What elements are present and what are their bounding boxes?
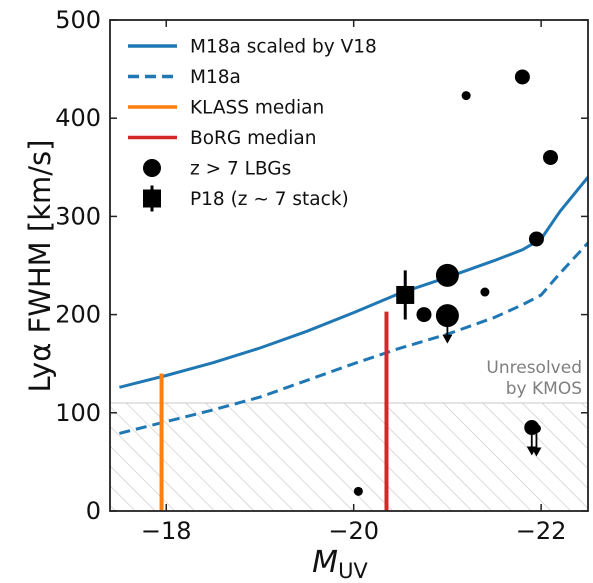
y-tick-label-0: 0 bbox=[86, 497, 101, 525]
lbg-point-3 bbox=[528, 231, 544, 247]
unresolved-hatch bbox=[110, 402, 588, 511]
legend-label-4: z > 7 LBGs bbox=[190, 159, 291, 180]
lbg-point-2 bbox=[543, 149, 559, 165]
median-segments bbox=[159, 311, 389, 511]
unresolved-label-line2: by KMOS bbox=[506, 379, 582, 399]
x-tick-label-0: −18 bbox=[141, 517, 192, 545]
legend-label-2: KLASS median bbox=[190, 98, 324, 119]
lbg-point-10 bbox=[353, 486, 363, 496]
y-tick-label-3: 300 bbox=[55, 202, 101, 230]
upper-limit-arrowhead-7 bbox=[442, 334, 453, 344]
legend-label-5: P18 (z ∼ 7 stack) bbox=[190, 189, 349, 210]
legend-label-0: M18a scaled by V18 bbox=[190, 37, 377, 58]
x-axis-label-main: M bbox=[312, 545, 338, 580]
y-tick-label-1: 100 bbox=[55, 399, 101, 427]
legend: M18a scaled by V18 M18a KLASS median BoRG m… bbox=[128, 37, 377, 212]
x-tick-label-2: −22 bbox=[516, 517, 567, 545]
upper-limit-arrowhead-9 bbox=[531, 447, 542, 457]
axis-ticks: −18 −20 −22 0 100 200 300 400 500 bbox=[55, 6, 588, 545]
lbg-point-4 bbox=[435, 263, 459, 287]
lbg-point-9 bbox=[531, 424, 541, 434]
x-axis-label-sub: UV bbox=[338, 559, 368, 583]
lbg-point-0 bbox=[514, 69, 530, 85]
unresolved-region bbox=[110, 402, 588, 511]
series-line-1 bbox=[119, 241, 588, 435]
legend-label-1: M18a bbox=[190, 67, 241, 88]
x-axis-label: MUV bbox=[312, 545, 368, 583]
unresolved-label-line1: Unresolved bbox=[486, 358, 582, 378]
legend-swatch-5 bbox=[143, 189, 161, 208]
plot-frame bbox=[109, 19, 589, 512]
x-tick-label-1: −20 bbox=[328, 517, 379, 545]
p18-stack-layer bbox=[396, 270, 415, 320]
y-tick-label-4: 400 bbox=[55, 104, 101, 132]
p18-stack-point bbox=[396, 285, 415, 304]
y-tick-label-2: 200 bbox=[55, 301, 101, 329]
legend-label-3: BoRG median bbox=[190, 128, 316, 149]
y-tick-label-5: 500 bbox=[55, 6, 101, 34]
y-axis-label: Lyα FWHM [km/s] bbox=[23, 140, 57, 393]
lbg-point-1 bbox=[461, 91, 471, 101]
lbg-point-6 bbox=[416, 307, 432, 323]
lbg-point-7 bbox=[435, 304, 459, 328]
legend-swatch-4 bbox=[143, 159, 161, 177]
lbg-points bbox=[353, 69, 559, 496]
lbg-point-5 bbox=[480, 287, 490, 297]
